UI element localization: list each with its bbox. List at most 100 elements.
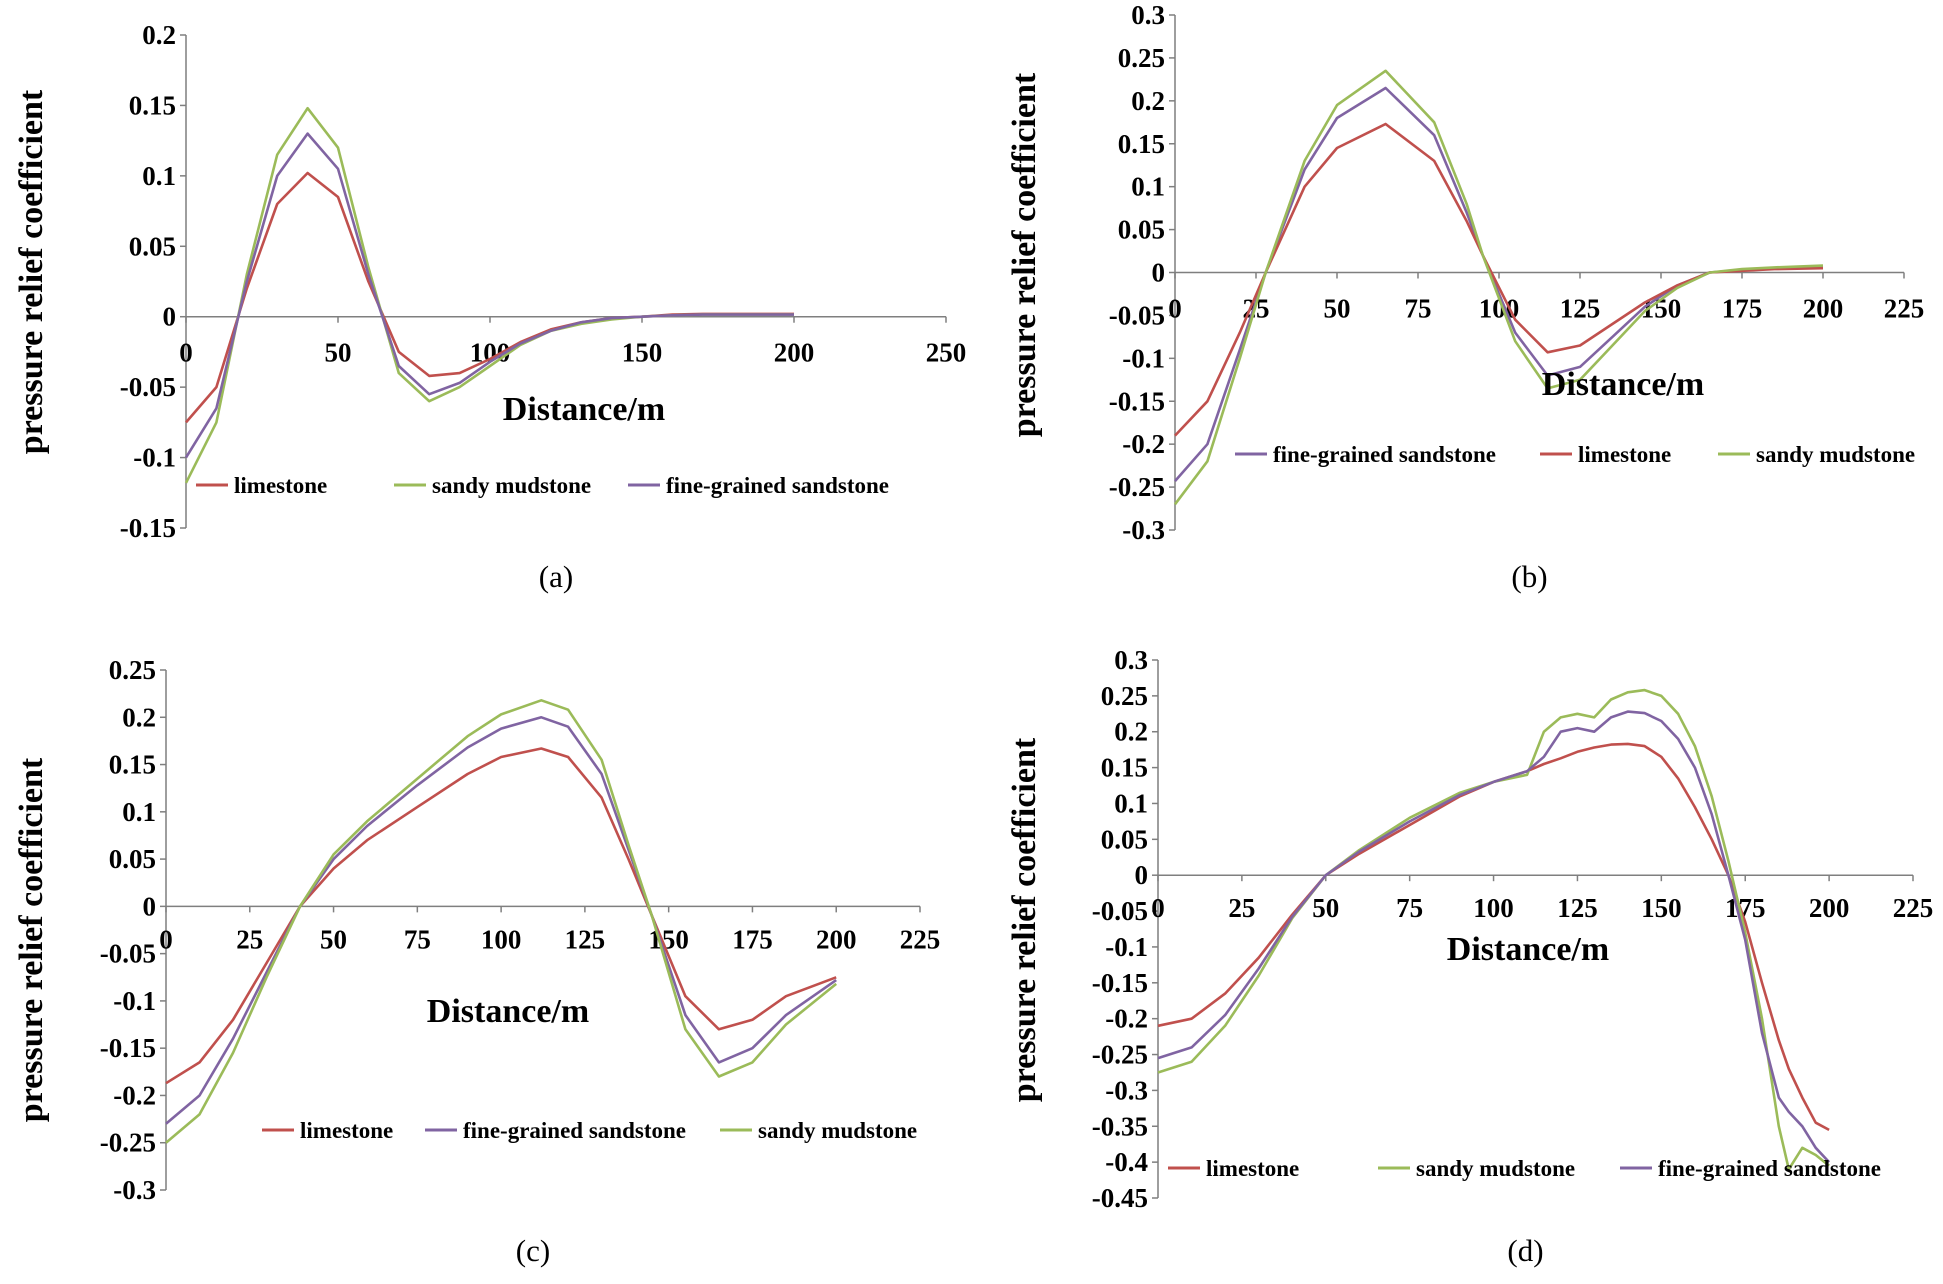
y-tick-label: -0.15 [120, 513, 176, 543]
y-tick-label: 0.25 [109, 655, 156, 685]
x-tick-label: 0 [159, 924, 173, 954]
y-tick-label: -0.1 [113, 986, 156, 1016]
y-tick-label: 0.05 [1118, 215, 1165, 245]
x-tick-label: 75 [1405, 294, 1432, 324]
chart-panel-c: 0.250.20.150.10.050-0.05-0.1-0.15-0.2-0.… [13, 655, 940, 1268]
y-tick-label: 0 [163, 302, 177, 332]
x-tick-label: 225 [1884, 294, 1925, 324]
y-tick-label: -0.25 [1109, 472, 1165, 502]
x-tick-label: 100 [1473, 893, 1514, 923]
legend-label: limestone [234, 473, 327, 498]
series-line-fine-grained-sandstone [165, 715, 837, 1125]
y-tick-label: 0.3 [1114, 645, 1148, 675]
y-tick-label: 0.2 [1131, 86, 1165, 116]
y-tick-label: -0.25 [1092, 1040, 1148, 1070]
x-tick-label: 150 [622, 338, 663, 368]
legend-label: sandy mudstone [1756, 442, 1915, 467]
x-tick-label: 200 [1809, 893, 1850, 923]
legend-label: sandy mudstone [1416, 1156, 1575, 1181]
y-tick-label: -0.1 [1122, 343, 1165, 373]
series-line-limestone [185, 171, 794, 424]
y-tick-label: -0.3 [113, 1175, 156, 1205]
legend-label: limestone [1578, 442, 1671, 467]
y-tick-label: -0.25 [100, 1128, 156, 1158]
legend-label: limestone [1206, 1156, 1299, 1181]
y-tick-label: 0.1 [1131, 172, 1165, 202]
series-line-fine-grained-sandstone [1157, 710, 1831, 1163]
y-tick-label: 0.2 [142, 20, 176, 50]
x-tick-label: 150 [1641, 893, 1682, 923]
panel-caption: (b) [1511, 559, 1547, 594]
x-tick-label: 50 [1324, 294, 1351, 324]
legend-label: fine-grained sandstone [463, 1118, 686, 1143]
legend-label: sandy mudstone [432, 473, 591, 498]
y-tick-label: 0.15 [109, 750, 156, 780]
chart-panel-d: 0.30.250.20.150.10.050-0.05-0.1-0.15-0.2… [1006, 645, 1933, 1268]
x-tick-label: 50 [320, 924, 347, 954]
x-tick-label: 200 [774, 338, 815, 368]
x-axis-title: Distance/m [1447, 931, 1609, 968]
x-tick-label: 175 [732, 924, 773, 954]
series-line-limestone [165, 747, 837, 1085]
series-line-fine-grained-sandstone [184, 132, 794, 459]
y-tick-label: -0.05 [1109, 300, 1165, 330]
series-line-sandy-mudstone [1173, 69, 1824, 506]
series-line-limestone [1174, 122, 1824, 437]
x-tick-label: 225 [1893, 893, 1934, 923]
y-axis-title: pressure relief coefficient [13, 89, 50, 454]
y-tick-label: 0.1 [142, 161, 176, 191]
x-tick-label: 75 [404, 924, 431, 954]
x-axis-title: Distance/m [503, 391, 665, 428]
y-axis-title: pressure relief coefficient [1006, 737, 1043, 1102]
y-tick-label: -0.1 [1105, 932, 1148, 962]
x-tick-label: 25 [236, 924, 263, 954]
x-tick-label: 125 [565, 924, 606, 954]
panel-caption: (d) [1507, 1233, 1543, 1268]
x-tick-label: 100 [481, 924, 522, 954]
y-tick-label: -0.3 [1105, 1075, 1148, 1105]
y-tick-label: 0 [1152, 258, 1166, 288]
x-tick-label: 125 [1557, 893, 1598, 923]
x-tick-label: 125 [1560, 294, 1601, 324]
chart-panel-a: 0.20.150.10.050-0.05-0.1-0.150 50 100 150 20… [13, 20, 966, 594]
y-tick-label: -0.05 [1092, 896, 1148, 926]
x-axis-title: Distance/m [1542, 366, 1704, 403]
legend-label: fine-grained sandstone [666, 473, 889, 498]
x-tick-label: 175 [1722, 294, 1763, 324]
y-tick-label: 0 [143, 891, 157, 921]
y-tick-label: 0.05 [129, 231, 176, 261]
x-tick-label: 200 [816, 924, 857, 954]
series-line-sandy-mudstone [1157, 688, 1830, 1171]
y-tick-label: 0.15 [1101, 753, 1148, 783]
y-tick-label: -0.35 [1092, 1111, 1148, 1141]
y-axis-title: pressure relief coefficient [1006, 72, 1043, 437]
y-tick-label: 0.2 [122, 702, 156, 732]
y-tick-label: -0.15 [1109, 386, 1165, 416]
y-tick-label: -0.2 [113, 1080, 156, 1110]
y-tick-label: 0.1 [1114, 788, 1148, 818]
x-tick-label: 0 [1151, 893, 1165, 923]
legend-label: fine-grained sandstone [1273, 442, 1496, 467]
y-tick-label: -0.05 [120, 372, 176, 402]
y-tick-label: -0.3 [1122, 515, 1165, 545]
x-tick-label: 225 [900, 924, 941, 954]
y-tick-label: -0.15 [100, 1033, 156, 1063]
y-tick-label: 0.25 [1118, 43, 1165, 73]
series-line-sandy-mudstone [165, 698, 838, 1144]
y-tick-label: -0.05 [100, 939, 156, 969]
y-tick-label: -0.2 [1105, 1004, 1148, 1034]
y-tick-label: -0.2 [1122, 429, 1165, 459]
series-line-sandy-mudstone [184, 106, 794, 484]
y-tick-label: 0.25 [1101, 681, 1148, 711]
y-tick-label: 0.15 [129, 90, 176, 120]
legend-label: sandy mudstone [758, 1118, 917, 1143]
y-tick-label: -0.1 [133, 443, 176, 473]
x-tick-label: 25 [1228, 893, 1255, 923]
chart-panel-b: 0.30.250.20.150.10.050-0.05-0.1-0.15-0.2… [1006, 0, 1924, 594]
y-tick-label: 0.2 [1114, 717, 1148, 747]
legend-label: limestone [300, 1118, 393, 1143]
y-axis-title: pressure relief coefficient [13, 757, 50, 1122]
series-line-fine-grained-sandstone [1174, 86, 1824, 482]
y-tick-label: 0.1 [122, 797, 156, 827]
